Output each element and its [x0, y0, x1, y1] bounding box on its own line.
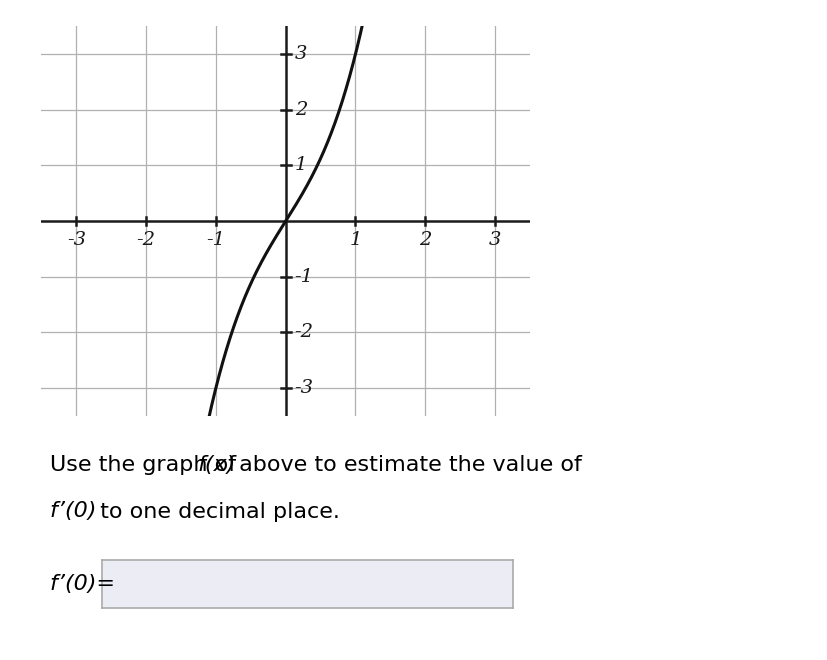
- Text: f’(0): f’(0): [50, 502, 97, 521]
- Text: f(x): f(x): [198, 455, 236, 475]
- Text: 3: 3: [488, 231, 500, 249]
- Text: 3: 3: [294, 46, 307, 63]
- Text: 1: 1: [294, 156, 307, 174]
- Text: -3: -3: [294, 379, 313, 397]
- Text: Use the graph of: Use the graph of: [50, 455, 242, 475]
- Text: -1: -1: [294, 268, 313, 286]
- Text: -2: -2: [136, 231, 155, 249]
- Text: 2: 2: [294, 101, 307, 119]
- Text: -1: -1: [206, 231, 225, 249]
- Text: above to estimate the value of: above to estimate the value of: [232, 455, 581, 475]
- Text: f’(0)=: f’(0)=: [50, 574, 116, 594]
- Text: 2: 2: [418, 231, 431, 249]
- Text: -3: -3: [67, 231, 86, 249]
- Text: -2: -2: [294, 323, 313, 341]
- Text: to one decimal place.: to one decimal place.: [93, 502, 340, 521]
- Text: 1: 1: [349, 231, 361, 249]
